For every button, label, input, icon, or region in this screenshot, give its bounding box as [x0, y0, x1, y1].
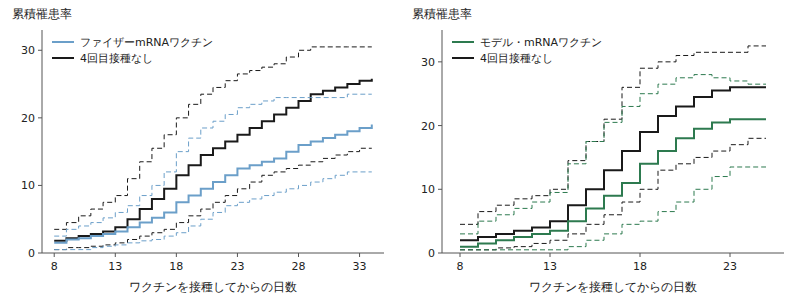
x-tick-label: 8	[457, 260, 464, 273]
step-line	[54, 79, 372, 241]
chart-canvas: 8 13 18 23 28 33 0 10 20 30 ワクチンを接種してからの日数 累積罹患率ファイ…	[0, 0, 800, 303]
legend-label: モデル・mRNAワクチン	[480, 36, 602, 49]
page: {"chart_data": [ {"type": "step", "xlabe…	[0, 0, 800, 303]
panel: 8 13 18 23 0 10 20 30 ワクチンを接種してからの日数 累積罹患率モデル・mRN…	[412, 7, 784, 294]
legend-label: ファイザーmRNAワクチン	[80, 36, 213, 49]
x-tick	[359, 253, 360, 257]
legend-label: 4回目接種なし	[80, 52, 153, 65]
x-tick	[54, 253, 55, 257]
y-tick	[438, 61, 442, 62]
y-tick-label: 20	[421, 120, 435, 133]
y-axis-label: 累積罹患率	[12, 7, 72, 21]
y-tick-label: 30	[421, 56, 435, 69]
x-axis-label: ワクチンを接種してからの日数	[529, 280, 697, 294]
ci-line	[54, 94, 372, 236]
x-tick-label: 13	[543, 260, 557, 273]
x-tick-label: 28	[292, 260, 306, 273]
x-tick	[550, 253, 551, 257]
y-tick-label: 0	[428, 247, 435, 260]
y-tick-label: 0	[28, 247, 35, 260]
x-tick-label: 8	[51, 260, 58, 273]
y-tick-label: 30	[21, 44, 35, 57]
legend-swatch	[52, 41, 74, 43]
y-axis-line	[442, 30, 443, 253]
x-tick	[176, 253, 177, 257]
y-tick-label: 20	[21, 112, 35, 125]
legend-swatch	[452, 41, 474, 43]
x-tick	[460, 253, 461, 257]
step-line	[54, 125, 372, 243]
y-tick	[438, 125, 442, 126]
x-tick	[730, 253, 731, 257]
x-tick-label: 23	[723, 260, 737, 273]
ci-line	[460, 167, 766, 250]
x-axis-label: ワクチンを接種してからの日数	[129, 280, 297, 294]
y-tick	[438, 253, 442, 254]
legend: モデル・mRNAワクチン 4回目接種なし	[452, 36, 602, 65]
x-tick-label: 13	[108, 260, 122, 273]
x-axis-line	[42, 253, 384, 254]
x-axis-line	[442, 253, 784, 254]
ci-line	[460, 46, 766, 224]
x-tick-label: 33	[353, 260, 367, 273]
x-tick	[115, 253, 116, 257]
ci-line	[460, 75, 766, 234]
plot-area	[54, 47, 372, 250]
y-axis-line	[42, 30, 43, 253]
panel: 8 13 18 23 28 33 0 10 20 30 ワクチンを接種してからの日数 累積罹患率ファイ…	[12, 7, 384, 294]
legend-swatch	[452, 57, 474, 59]
y-tick	[38, 117, 42, 118]
x-tick-label: 18	[633, 260, 647, 273]
legend-swatch	[52, 57, 74, 59]
x-tick	[640, 253, 641, 257]
step-line	[460, 119, 766, 246]
y-tick	[438, 189, 442, 190]
x-tick-label: 18	[169, 260, 183, 273]
y-tick	[38, 50, 42, 51]
x-tick	[237, 253, 238, 257]
legend-label: 4回目接種なし	[480, 52, 553, 65]
y-tick-label: 10	[421, 183, 435, 196]
y-tick-label: 10	[21, 179, 35, 192]
y-axis-label: 累積罹患率	[412, 7, 472, 21]
x-tick	[298, 253, 299, 257]
y-tick	[38, 253, 42, 254]
y-tick	[38, 185, 42, 186]
step-line	[460, 87, 766, 240]
plot-area	[460, 46, 766, 250]
x-tick-label: 23	[230, 260, 244, 273]
legend: ファイザーmRNAワクチン 4回目接種なし	[52, 36, 213, 65]
